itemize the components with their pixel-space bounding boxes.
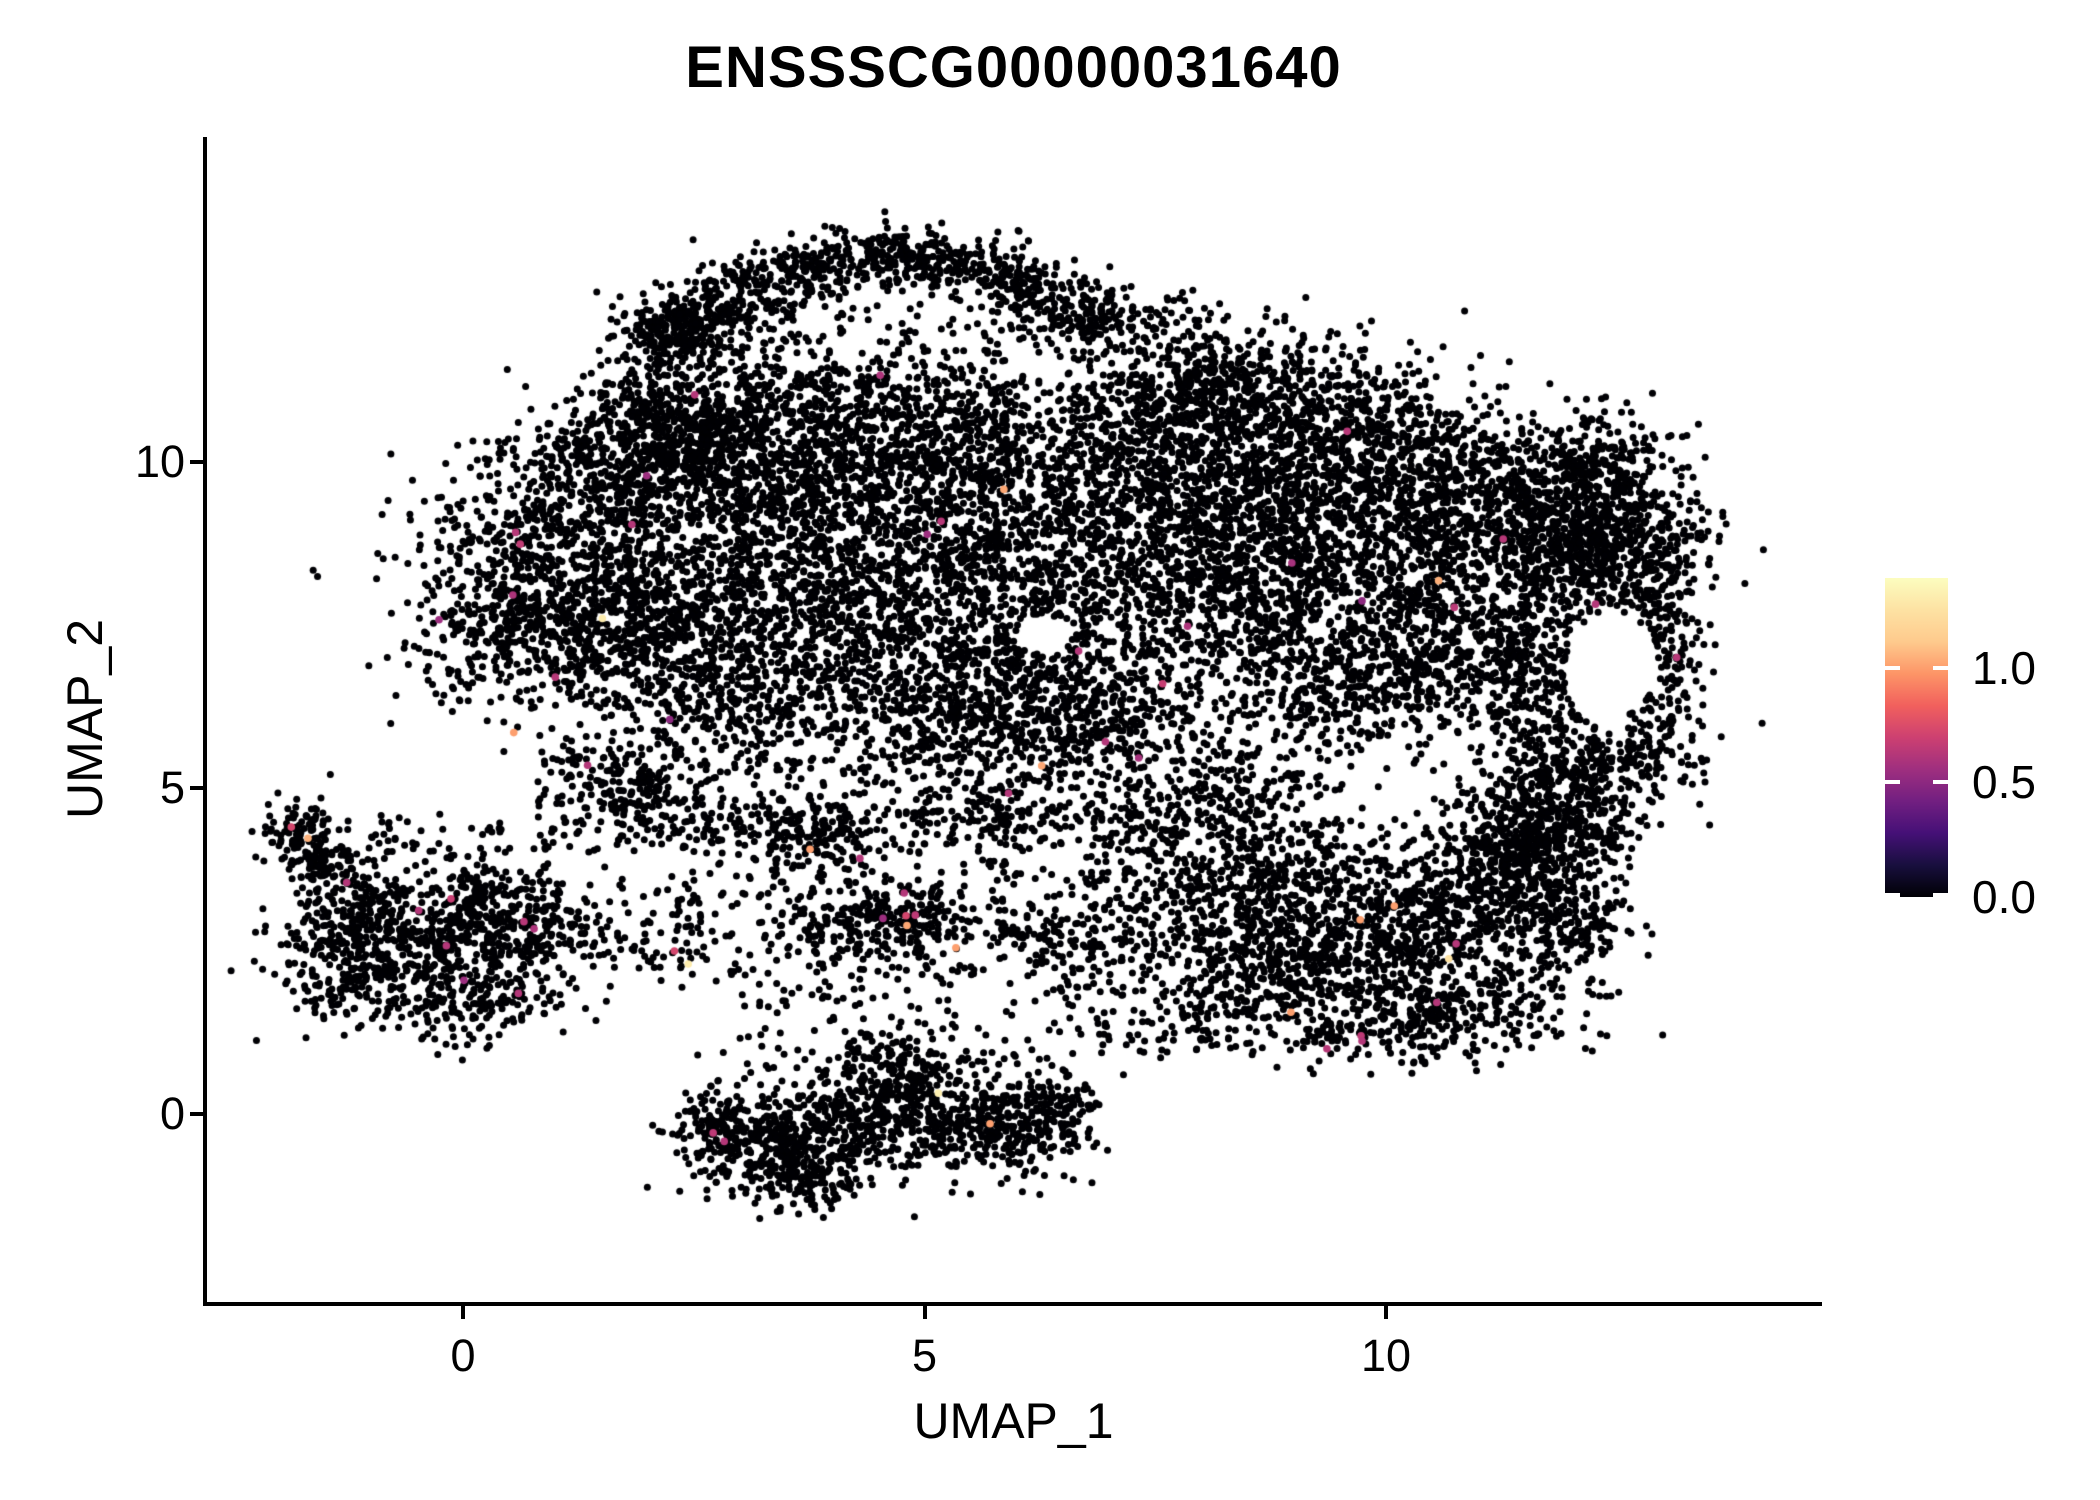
plot-title: ENSSSCG00000031640 — [685, 35, 1342, 100]
colorbar-tick — [1933, 665, 1948, 670]
y-axis-title: UMAP_2 — [57, 618, 113, 820]
y-tick-label: 0 — [159, 1088, 185, 1139]
y-tick-label: 10 — [134, 436, 185, 487]
colorbar-tick — [1885, 665, 1900, 670]
x-tick-label: 5 — [911, 1330, 938, 1381]
colorbar — [1885, 578, 1948, 897]
colorbar-tick — [1885, 780, 1900, 785]
y-axis-line — [203, 137, 207, 1306]
x-tick-label: 0 — [450, 1330, 476, 1381]
colorbar-tick — [1933, 780, 1948, 785]
y-tick-mark — [190, 460, 203, 464]
x-tick-mark — [1384, 1306, 1388, 1319]
colorbar-tick — [1933, 893, 1948, 897]
y-tick-mark — [190, 1112, 203, 1116]
y-tick-mark — [190, 786, 203, 790]
colorbar-tick-label: 1.0 — [1972, 641, 2036, 694]
colorbar-tick — [1885, 893, 1900, 897]
x-tick-mark — [461, 1306, 465, 1319]
x-tick-label: 10 — [1360, 1330, 1412, 1381]
colorbar-tick-label: 0.5 — [1972, 756, 2036, 809]
x-axis-title: UMAP_1 — [913, 1393, 1114, 1449]
x-axis-line — [203, 1302, 1822, 1306]
y-tick-label: 5 — [159, 762, 185, 813]
colorbar-tick-label: 0.0 — [1972, 871, 2036, 923]
x-tick-mark — [922, 1306, 927, 1319]
